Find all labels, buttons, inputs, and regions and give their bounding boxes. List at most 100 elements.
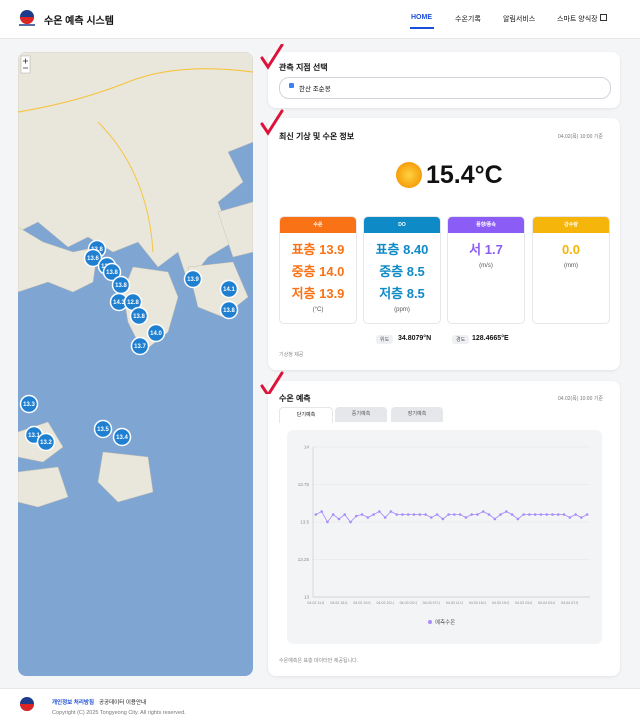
nav-item[interactable]: HOME [411,14,432,21]
data-point [314,513,318,516]
marker-label: 13.5 [97,427,109,433]
station-marker[interactable]: 13.8 [129,306,149,326]
y-tick-label: 13.25 [298,557,310,562]
x-tick-label: 04.02 23시 [376,600,393,605]
data-point [447,513,450,516]
data-point [435,513,439,516]
marker-dot [130,336,150,356]
data-point [424,513,427,516]
station-select[interactable] [279,77,611,99]
station-marker[interactable]: 13.5 [93,419,113,439]
data-point [366,516,370,519]
x-tick-label: 04.03 23시 [515,600,532,605]
station-marker[interactable]: 13.2 [36,432,56,452]
x-tick-label: 04.02 19시 [353,600,370,605]
tab[interactable]: 장기예측 [391,407,443,422]
station-marker[interactable]: 13.4 [112,427,132,447]
data-point [337,517,341,521]
x-tick-label: 04.03 15시 [469,600,486,605]
note: 수온예측은 표층 데이터만 제공됩니다. [279,658,359,664]
marker-label: 13.8 [115,283,127,289]
card-value: 표층 8.40 [375,242,429,257]
data-point [406,513,410,516]
data-point [562,513,566,516]
marker-dot [183,269,203,289]
marker-label: 14.3 [113,300,125,306]
data-point [476,513,479,516]
zoom-control[interactable] [20,55,31,74]
station-marker[interactable]: 13.8 [102,262,122,282]
tab[interactable]: 단기예측 [279,407,333,423]
data-point [383,516,387,519]
info-card: 수온 표층 13.9 중층 14.0 저층 13.9 (°C) [279,216,357,324]
data-point [493,517,497,521]
source: 기상청 제공 [279,352,304,358]
data-point [326,520,329,524]
x-tick-label: 04.04 03시 [538,600,555,605]
data-point [539,513,543,516]
data-point [528,513,531,516]
zoom-icon [23,58,28,69]
data-point [505,510,508,513]
panel-title: 관측 지점 선택 [279,63,328,72]
data-point [354,514,358,518]
card-body: 표층 8.40 중층 8.5 저층 8.5 (ppm) [364,233,440,313]
y-tick-label: 13.75 [298,482,310,487]
data-point [533,513,537,516]
lon-badge: 경도 [452,335,470,344]
tab[interactable]: 중기예측 [335,407,387,422]
data-point [453,513,456,516]
external-icon [600,14,607,21]
map[interactable]: 13.813.613.813.813.814.312.813.813.914.1… [18,52,253,676]
station-selected: 한산 조순봉 [299,86,331,93]
nav-item[interactable]: 수온기록 [455,16,481,23]
footer-link[interactable]: 개인정보 처리방침 [52,700,95,706]
marker-dot [102,262,122,282]
y-tick-label: 13 [304,595,310,600]
info-card: 풍향/풍속 서 1.7 (m/s) [447,216,525,324]
station-marker[interactable]: 14.0 [146,323,166,343]
nav-item[interactable]: 스마트 양식장 [557,16,598,23]
station-marker[interactable]: 13.8 [219,300,239,320]
marker-label: 12.8 [127,300,139,306]
data-point [481,510,485,513]
data-point [464,516,468,519]
data-point [580,516,583,519]
card-title: DO [364,217,440,233]
station-marker[interactable]: 13.3 [19,394,39,414]
road [97,121,154,253]
data-point [378,510,381,513]
station-marker[interactable]: 13.7 [130,336,150,356]
station-marker[interactable]: 14.1 [219,279,239,299]
x-tick-label: 04.02 15시 [330,600,347,605]
card-unit: (ppm) [394,307,410,313]
card-value: 표층 13.9 [291,242,345,257]
data-point [568,516,572,519]
data-point [499,513,502,516]
station-marker[interactable]: 13.9 [183,269,203,289]
station-marker[interactable]: 13.8 [111,275,131,295]
copyright: Copyright (C) 2025 Tongyeong City. All r… [52,710,186,716]
card-title: 풍향/풍속 [448,217,524,233]
data-point [412,513,416,516]
card-value: 저층 8.5 [379,286,425,301]
footer-logo [20,697,34,711]
marker-label: 13.7 [134,344,146,350]
latitude: 34.8079°N [398,335,432,342]
marker-label: 13.8 [106,270,118,276]
station-marker[interactable]: 13.6 [83,248,103,268]
data-point [516,517,520,521]
card-title: 강수량 [533,217,609,233]
forecast-chart: 13 13.25 13.5 13.75 14 04.02 11시 04.02 15시 04.0… [287,430,602,644]
y-tick-label: 14 [304,445,310,450]
data-point [556,513,560,516]
footer-link[interactable]: 공공데이터 이용안내 [99,700,147,706]
panel-title: 최신 기상 및 수온 정보 [279,132,355,141]
marker-label: 13.8 [133,314,145,320]
data-point [430,516,433,519]
data-point [545,513,549,516]
nav-item[interactable]: 알림서비스 [503,16,536,23]
header [0,0,640,39]
